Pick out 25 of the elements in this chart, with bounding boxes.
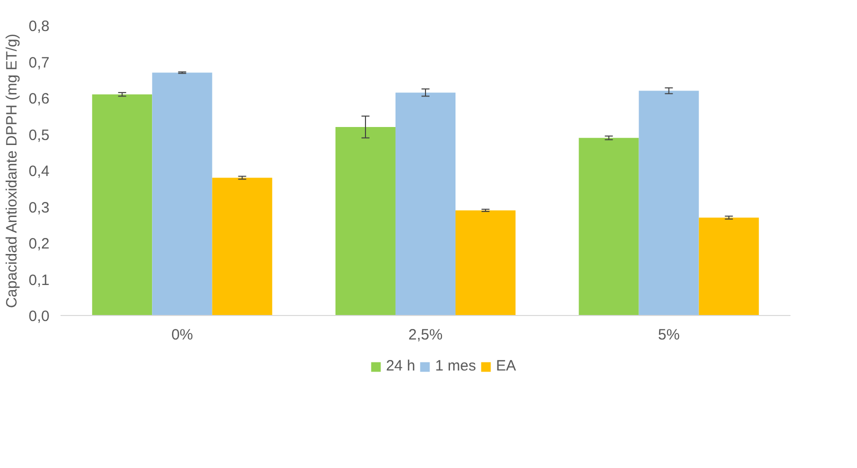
y-tick-label: 0,1 xyxy=(28,272,50,289)
bar xyxy=(698,218,759,316)
y-tick-label: 0,4 xyxy=(28,163,50,180)
y-tick-label: 0,6 xyxy=(28,90,50,108)
bar xyxy=(152,72,212,316)
y-tick-label: 0,2 xyxy=(28,236,50,252)
bar xyxy=(395,92,456,316)
legend-label: 24 h xyxy=(386,358,416,374)
y-tick-label: 0,3 xyxy=(28,199,50,216)
legend-label: EA xyxy=(496,358,516,374)
bar xyxy=(638,90,699,316)
y-tick-label: 0,7 xyxy=(28,54,50,72)
y-tick-label: 0,8 xyxy=(28,18,50,35)
y-axis-title: Capacidad Antioxidante DPPH (mg ET/g) xyxy=(4,34,21,308)
bar xyxy=(335,127,396,316)
x-tick-label: 5% xyxy=(658,326,680,344)
legend-label: 1 mes xyxy=(435,358,476,374)
bar xyxy=(456,210,516,316)
bar xyxy=(92,94,152,316)
bar xyxy=(212,178,272,316)
bar xyxy=(578,138,639,316)
x-tick-label: 0% xyxy=(171,326,194,344)
y-tick-label: 0,5 xyxy=(28,126,50,144)
y-tick-label: 0,0 xyxy=(28,308,50,325)
x-tick-label: 2,5% xyxy=(408,326,443,344)
